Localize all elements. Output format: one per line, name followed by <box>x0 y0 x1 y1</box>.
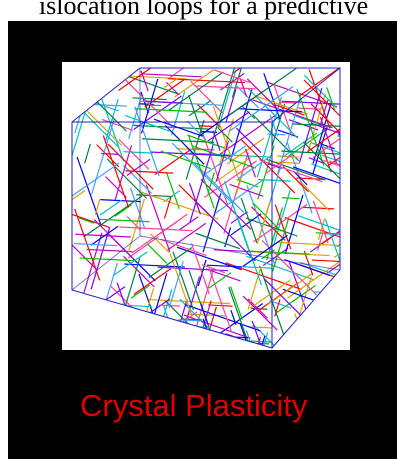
dislocation-line <box>199 126 214 127</box>
panel-label: Crystal Plasticity <box>80 388 307 424</box>
dislocation-line <box>279 102 295 103</box>
screenshot: islocation loops for a predictive Crysta… <box>0 0 407 459</box>
